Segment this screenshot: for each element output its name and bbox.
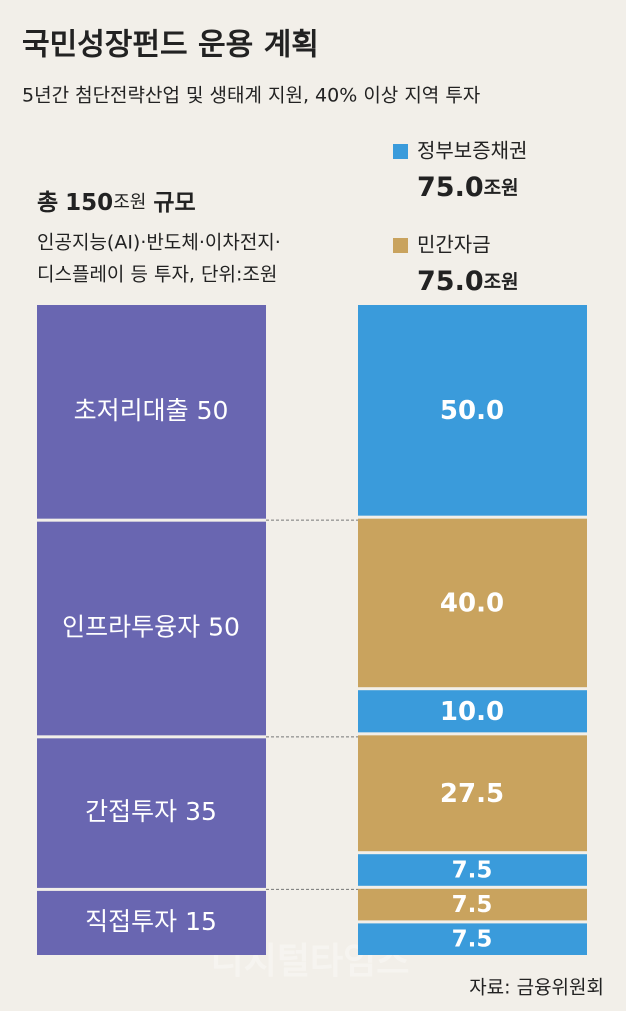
- segment-label: 10.0: [440, 697, 504, 727]
- stack-segment: [358, 518, 587, 688]
- segment-label: 7.5: [452, 858, 493, 884]
- left-bar-label: 직접투자 15: [85, 907, 217, 936]
- description-line: 인공지능(AI)·반도체·이차전지·: [37, 232, 281, 254]
- left-bar-value: 35: [185, 797, 217, 826]
- left-bar: [37, 305, 266, 519]
- left-bar-name: 초저리대출: [74, 396, 189, 425]
- left-bar: [37, 890, 266, 955]
- legend-label: 정부보증채권: [417, 139, 527, 163]
- legend-total-unit: 조원: [484, 177, 519, 199]
- left-bar-value: 50: [208, 613, 240, 642]
- chart-title: 국민성장펀드 운용 계획: [22, 28, 319, 63]
- legend-total: 75.0조원: [417, 266, 519, 297]
- segment-label: 40.0: [440, 588, 504, 618]
- left-bar-label: 초저리대출 50: [74, 396, 229, 425]
- legend-label: 민간자금: [417, 233, 491, 257]
- left-bar-label: 간접투자 35: [85, 797, 217, 826]
- left-bar: [37, 521, 266, 736]
- left-bar-label: 인프라투융자 50: [62, 613, 240, 642]
- source: 자료: 금융위원회: [469, 977, 604, 999]
- total-prefix: 총: [37, 190, 58, 216]
- legend-total-value: 75.0: [417, 266, 484, 297]
- total: 총 150조원 규모: [37, 190, 196, 216]
- left-bar: [37, 738, 266, 888]
- subtitle: 5년간 첨단전략산업 및 생태계 지원, 40% 이상 지역 투자: [22, 85, 480, 107]
- legend-total: 75.0조원: [417, 172, 519, 203]
- segment-label: 50.0: [440, 396, 504, 426]
- stack-segment: [358, 854, 587, 886]
- legend-total-unit: 조원: [484, 271, 519, 293]
- total-value: 150: [65, 190, 113, 216]
- left-bar-value: 50: [197, 396, 229, 425]
- legend-total-value: 75.0: [417, 172, 484, 203]
- left-bar-name: 직접투자: [85, 907, 177, 936]
- segment-label: 7.5: [452, 927, 493, 953]
- total-unit: 조원: [113, 192, 146, 213]
- stack-segment: [358, 305, 587, 516]
- stack-segment: [358, 690, 587, 733]
- stack-segment: [358, 888, 587, 921]
- left-bar-name: 간접투자: [85, 797, 177, 826]
- description-line: 디스플레이 등 투자, 단위:조원: [37, 264, 277, 286]
- segment-label: 7.5: [452, 892, 493, 918]
- left-bar-name: 인프라투융자: [62, 613, 200, 642]
- left-bar-value: 15: [185, 907, 217, 936]
- stack-segment: [358, 735, 587, 852]
- legend-swatch: [393, 238, 408, 253]
- stack-segment: [358, 923, 587, 955]
- total-suffix: 규모: [153, 190, 195, 216]
- legend-swatch: [393, 144, 408, 159]
- segment-label: 27.5: [440, 779, 504, 809]
